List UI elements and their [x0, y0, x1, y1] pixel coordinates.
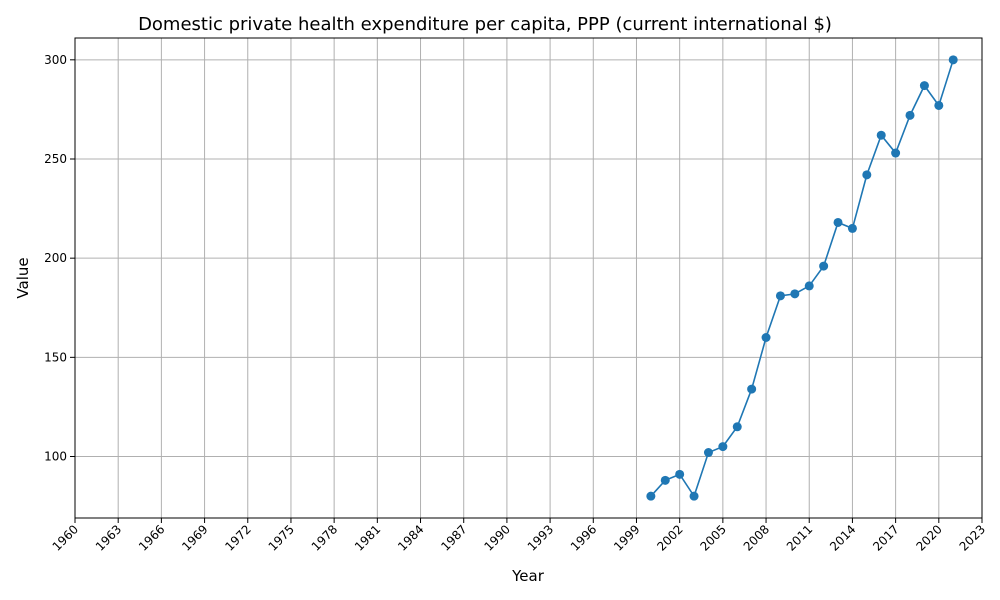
data-point [747, 384, 757, 394]
data-point [689, 491, 699, 501]
y-tick-label: 150 [44, 350, 67, 364]
y-tick-label: 100 [44, 450, 67, 464]
data-point [660, 475, 670, 485]
data-point [891, 148, 901, 158]
data-point [790, 289, 800, 299]
data-point [675, 469, 685, 479]
x-axis-label: Year [511, 567, 545, 585]
data-point [862, 170, 872, 180]
data-point [934, 100, 944, 110]
data-point [876, 130, 886, 140]
data-point [919, 81, 929, 91]
y-tick-label: 200 [44, 251, 67, 265]
data-point [761, 333, 771, 343]
series-line [650, 59, 954, 498]
data-point [819, 261, 829, 271]
data-point [646, 491, 656, 501]
data-point [732, 422, 742, 432]
grid [74, 38, 983, 518]
data-point [833, 217, 843, 227]
data-point [905, 110, 915, 120]
data-point [775, 291, 785, 301]
series-layer [646, 55, 958, 501]
data-point [804, 281, 814, 291]
data-point [847, 223, 857, 233]
data-point [703, 448, 713, 458]
y-tick-label: 300 [44, 53, 67, 67]
plot-frame [74, 37, 983, 519]
y-tick-label: 250 [44, 152, 67, 166]
y-axis-label: Value [14, 257, 32, 298]
data-point [948, 55, 958, 65]
chart-title: Domestic private health expenditure per … [138, 14, 832, 35]
data-point [718, 442, 728, 452]
